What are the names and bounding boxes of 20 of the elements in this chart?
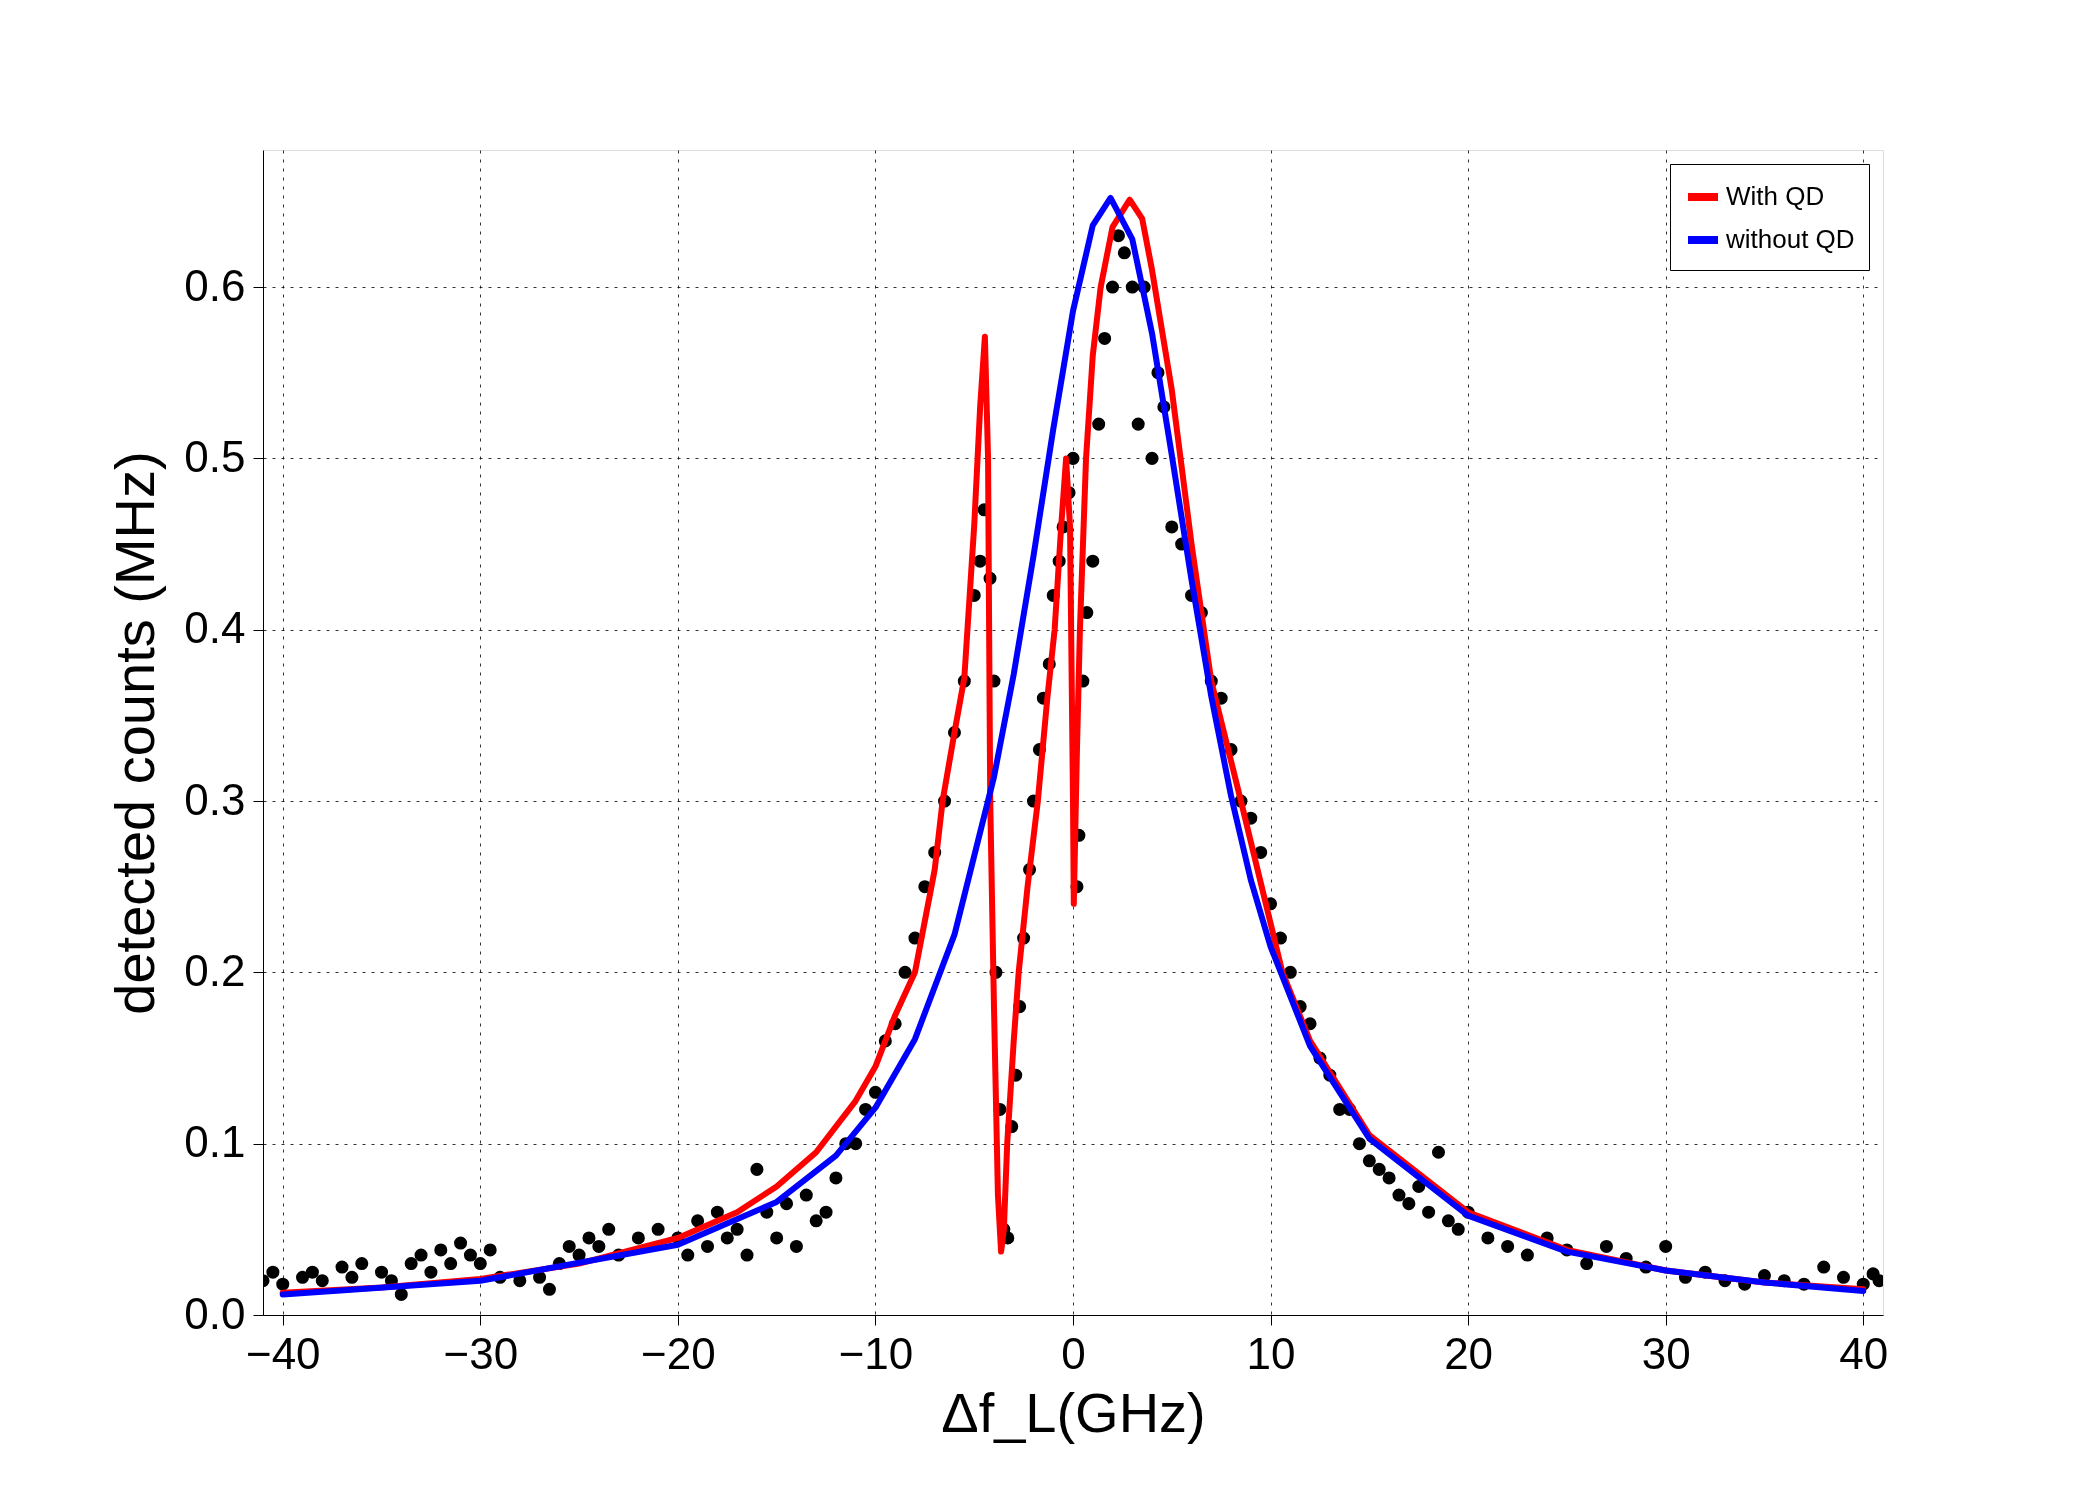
y-tick-label: 0.6 — [184, 260, 246, 310]
x-tick-label: 40 — [1839, 1328, 1889, 1378]
y-tick-label: 0.0 — [184, 1288, 246, 1338]
y-tick-label: 0.4 — [184, 603, 246, 653]
x-tick-label: −10 — [838, 1328, 914, 1378]
legend-label: without QD — [1725, 224, 1855, 254]
x-tick-label: −30 — [443, 1328, 519, 1378]
x-tick-label: −20 — [641, 1328, 716, 1378]
x-tick-label: 20 — [1444, 1328, 1494, 1378]
x-axis-title: Δf_L(GHz) — [941, 1380, 1206, 1444]
y-tick-label: 0.1 — [184, 1117, 246, 1167]
x-tick-label: −40 — [245, 1328, 321, 1378]
y-tick-label: 0.3 — [184, 774, 246, 824]
x-tick-label: 30 — [1641, 1328, 1691, 1378]
x-tick-label: 0 — [1061, 1328, 1086, 1378]
y-axis-title: detected counts (MHz) — [103, 451, 167, 1015]
y-tick-label: 0.2 — [184, 945, 246, 995]
y-tick-label: 0.5 — [184, 431, 246, 481]
legend-label: With QD — [1726, 181, 1825, 211]
x-tick-label: 10 — [1246, 1328, 1296, 1378]
